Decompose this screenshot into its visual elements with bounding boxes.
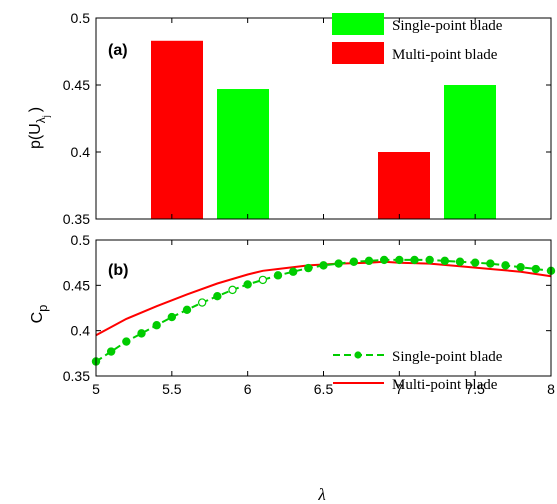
panel-a-ticks: 0.35 0.4 0.45 0.5	[63, 10, 552, 227]
data-point	[501, 261, 510, 270]
panel-a-ylabel-subsub: j	[41, 115, 51, 118]
data-point	[334, 259, 343, 268]
data-point	[122, 337, 131, 346]
panel-a-ylabel: p(Uλj)	[27, 107, 51, 149]
y-tick-label: 0.5	[71, 232, 91, 248]
y-tick-label: 0.45	[63, 77, 90, 93]
x-tick-label: 7.5	[465, 381, 485, 397]
panel-a-ylabel-main: p(U	[27, 123, 44, 149]
panel-b-lines	[91, 255, 556, 366]
data-point	[486, 259, 495, 268]
panel-b-ylabel: Cp	[29, 305, 50, 324]
x-tick-label: 6.5	[314, 381, 334, 397]
data-point	[182, 305, 192, 315]
data-point	[243, 280, 252, 289]
y-tick-label: 0.35	[63, 211, 90, 227]
data-point	[228, 285, 237, 295]
legend-label-single-b: Single-point blade	[392, 349, 503, 365]
data-point	[258, 275, 268, 285]
legend-swatch-single	[332, 13, 384, 35]
y-tick-label: 0.5	[71, 10, 91, 26]
panel-b-ylabel-main: C	[29, 312, 46, 324]
panel-a-bars	[151, 40, 496, 220]
series-line-multi	[95, 260, 552, 337]
legend-label-single: Single-point blade	[392, 18, 503, 34]
data-point	[425, 255, 434, 265]
data-point	[395, 255, 404, 265]
data-point	[319, 261, 328, 270]
data-point	[470, 258, 480, 267]
data-point	[273, 271, 283, 280]
legend-marker-single	[354, 351, 362, 359]
data-point	[379, 255, 389, 265]
data-point	[455, 257, 465, 266]
y-tick-label: 0.35	[63, 368, 90, 384]
bar	[378, 152, 430, 219]
panel-b-ticks: 0.35 0.4 0.45 0.5 5 5.5 6 6.5 7 7.5 8	[63, 232, 555, 397]
panel-a-legend: Single-point blade Multi-point blade	[332, 13, 503, 64]
data-point	[440, 256, 450, 266]
panel-b-label: (b)	[108, 262, 128, 279]
y-tick-label: 0.4	[71, 323, 91, 339]
x-tick-label: 8	[547, 381, 555, 397]
data-point	[288, 267, 298, 276]
panel-b-legend: Single-point blade Multi-point blade	[333, 349, 503, 393]
legend-label-multi: Multi-point blade	[392, 47, 498, 63]
y-tick-label: 0.45	[63, 277, 90, 293]
panel-a-ylabel-sub: λ	[34, 117, 48, 123]
bar	[151, 40, 203, 219]
data-point	[197, 298, 207, 307]
panel-b-ylabel-sub: p	[35, 305, 50, 312]
data-point	[152, 321, 161, 330]
panel-a-ylabel-close: )	[27, 107, 44, 112]
data-point	[364, 256, 374, 266]
data-point	[516, 263, 525, 272]
bar	[217, 89, 269, 220]
panel-b-xlabel: λ	[317, 485, 325, 504]
series-line-single	[95, 258, 552, 363]
data-point	[213, 292, 222, 301]
bar	[444, 85, 496, 219]
x-tick-label: 7	[395, 381, 403, 397]
panel-b: 0.35 0.4 0.45 0.5 5 5.5 6 6.5 7 7.5 8 (b) Cp λ Sin…	[29, 232, 556, 504]
y-tick-label: 0.4	[71, 144, 91, 160]
x-tick-label: 5.5	[162, 381, 182, 397]
svg-text:p(Uλj): p(Uλj)	[27, 107, 51, 149]
x-tick-label: 6	[244, 381, 252, 397]
data-point	[531, 264, 541, 274]
legend-swatch-multi	[332, 42, 384, 64]
data-point	[410, 255, 419, 265]
data-point	[304, 263, 313, 273]
data-point	[137, 329, 146, 338]
legend-label-multi-b: Multi-point blade	[392, 377, 498, 393]
data-point	[167, 312, 177, 322]
data-point	[349, 257, 359, 266]
svg-text:Cp: Cp	[29, 305, 50, 324]
data-point	[106, 347, 116, 356]
x-tick-label: 5	[92, 381, 100, 397]
panel-a: 0.35 0.4 0.45 0.5 (a) p(Uλj) Single-point b…	[27, 10, 552, 227]
panel-a-label: (a)	[108, 42, 128, 59]
